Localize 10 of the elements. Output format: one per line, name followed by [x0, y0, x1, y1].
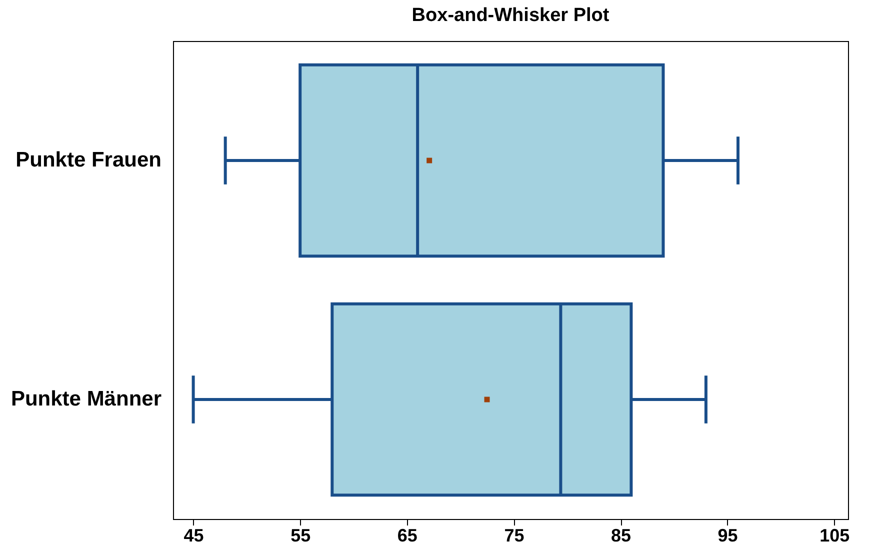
x-tick-label: 45 [184, 526, 204, 546]
x-tick-label: 75 [504, 526, 524, 546]
x-tick-label: 95 [718, 526, 738, 546]
y-tick-label: Punkte Frauen [16, 148, 162, 172]
y-tick-label: Punkte Männer [10, 388, 162, 410]
x-tick-label: 55 [290, 526, 311, 546]
x-tick-label: 105 [820, 526, 850, 546]
x-tick-label: 65 [397, 526, 418, 546]
chart-title: Box-and-Whisker Plot [412, 5, 610, 26]
x-tick-label: 85 [610, 526, 632, 546]
